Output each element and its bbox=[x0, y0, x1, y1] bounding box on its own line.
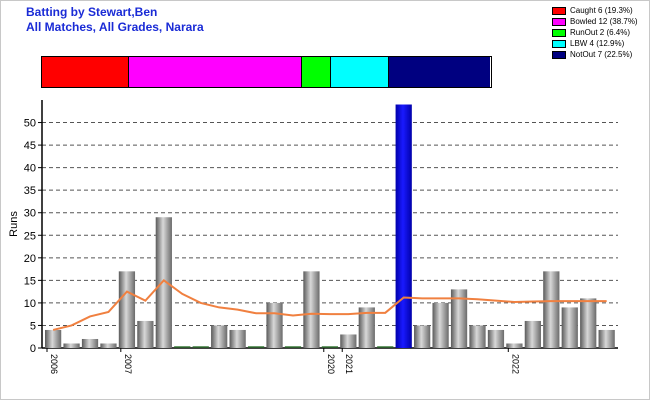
x-year-label: 2020 bbox=[326, 354, 336, 374]
legend-swatch bbox=[552, 39, 566, 48]
y-tick-label: 5 bbox=[30, 320, 36, 332]
x-year-label: 2006 bbox=[49, 354, 59, 374]
y-tick-label: 50 bbox=[24, 118, 36, 130]
legend-label: LBW 4 (12.9%) bbox=[570, 39, 625, 48]
innings-bar bbox=[155, 217, 172, 348]
innings-bar bbox=[414, 325, 431, 348]
innings-bar bbox=[303, 271, 320, 348]
dismissal-segment bbox=[302, 57, 332, 87]
innings-bar bbox=[100, 343, 117, 348]
innings-bar bbox=[63, 343, 80, 348]
innings-bar bbox=[266, 302, 283, 348]
y-tick-label: 15 bbox=[24, 275, 36, 287]
y-tick-label: 0 bbox=[30, 343, 36, 355]
legend-swatch bbox=[552, 6, 566, 15]
y-axis-label: Runs bbox=[8, 211, 20, 237]
innings-bar bbox=[580, 298, 597, 348]
innings-bar bbox=[469, 325, 486, 348]
y-tick-label: 45 bbox=[24, 140, 36, 152]
dismissal-stacked-bar bbox=[41, 56, 492, 88]
legend-label: RunOut 2 (6.4%) bbox=[570, 28, 631, 37]
innings-bar bbox=[358, 307, 375, 348]
innings-bar bbox=[118, 271, 136, 348]
innings-bar bbox=[598, 329, 615, 348]
legend-item: Bowled 12 (38.7%) bbox=[552, 16, 638, 27]
chart-subtitle: All Matches, All Grades, Narara bbox=[26, 20, 204, 34]
legend: Caught 6 (19.3%) Bowled 12 (38.7%) RunOut … bbox=[552, 5, 638, 60]
dismissal-segment bbox=[331, 57, 390, 87]
legend-item: RunOut 2 (6.4%) bbox=[552, 27, 638, 38]
innings-bar bbox=[137, 320, 154, 348]
legend-item: LBW 4 (12.9%) bbox=[552, 38, 638, 49]
x-year-label: 2021 bbox=[344, 354, 354, 374]
innings-bar bbox=[524, 320, 541, 348]
y-tick-label: 25 bbox=[24, 230, 36, 242]
running-average-line bbox=[52, 279, 607, 331]
innings-bar bbox=[45, 329, 62, 348]
y-tick-label: 20 bbox=[24, 253, 36, 265]
chart-title: Batting by Stewart,Ben bbox=[26, 5, 158, 19]
legend-item: NotOut 7 (22.5%) bbox=[552, 49, 638, 60]
x-year-label: 2007 bbox=[123, 354, 133, 374]
legend-swatch bbox=[552, 17, 566, 26]
y-tick-label: 30 bbox=[24, 208, 36, 220]
legend-swatch bbox=[552, 50, 566, 59]
innings-bar bbox=[81, 338, 99, 348]
y-tick-label: 10 bbox=[24, 298, 36, 310]
innings-bar bbox=[561, 307, 578, 348]
dismissal-segment bbox=[42, 57, 129, 87]
innings-bar bbox=[543, 271, 560, 348]
y-tick-label: 40 bbox=[24, 163, 36, 175]
not-out-bar bbox=[395, 104, 412, 348]
x-year-label: 2022 bbox=[510, 354, 520, 374]
innings-bar bbox=[432, 302, 449, 348]
y-tick-label: 35 bbox=[24, 185, 36, 197]
legend-label: Caught 6 (19.3%) bbox=[570, 6, 633, 15]
innings-bar bbox=[340, 334, 357, 348]
innings-bar bbox=[506, 343, 523, 348]
legend-label: NotOut 7 (22.5%) bbox=[570, 50, 633, 59]
dismissal-segment bbox=[389, 57, 491, 87]
legend-swatch bbox=[552, 28, 566, 37]
innings-bar bbox=[211, 325, 228, 348]
dismissal-segment bbox=[128, 57, 303, 87]
legend-label: Bowled 12 (38.7%) bbox=[570, 17, 638, 26]
innings-bar bbox=[229, 329, 246, 348]
legend-item: Caught 6 (19.3%) bbox=[552, 5, 638, 16]
innings-bar bbox=[450, 289, 468, 348]
innings-bar bbox=[487, 329, 505, 348]
